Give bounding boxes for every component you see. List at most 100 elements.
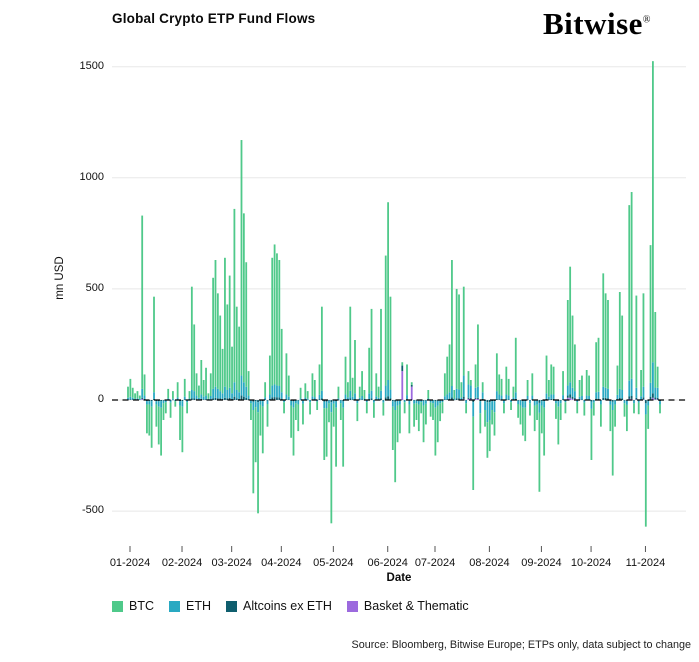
bar-segment-altcoins-ex-eth xyxy=(391,400,394,402)
bar-segment-btc xyxy=(155,404,158,427)
bar-segment-altcoins-ex-eth xyxy=(285,399,288,400)
bar-segment-altcoins-ex-eth xyxy=(446,399,449,400)
bar-segment-eth xyxy=(169,400,172,403)
bar-segment-eth xyxy=(649,382,652,397)
bar-segment-eth xyxy=(521,401,524,408)
legend-item: BTC xyxy=(112,599,154,613)
bar-segment-btc xyxy=(562,371,564,396)
bar-segment-btc xyxy=(238,326,241,393)
bar-segment-btc xyxy=(330,412,333,524)
bar-segment-basket-thematic xyxy=(566,397,569,400)
bar-segment-eth xyxy=(491,401,494,410)
bar-segment-eth xyxy=(297,400,300,405)
bar-segment-eth xyxy=(150,401,153,407)
bar-segment-eth xyxy=(462,375,465,397)
bar-segment-altcoins-ex-eth xyxy=(325,400,328,402)
bar-segment-altcoins-ex-eth xyxy=(451,397,453,400)
bar-segment-btc xyxy=(309,402,311,415)
bar-segment-altcoins-ex-eth xyxy=(649,396,652,400)
bar-segment-eth xyxy=(233,382,236,397)
bar-segment-btc xyxy=(439,403,442,422)
bar-segment-eth xyxy=(271,385,274,398)
bar-segment-basket-thematic xyxy=(467,398,470,400)
bar-segment-btc xyxy=(559,403,562,420)
bar-segment-btc xyxy=(446,356,449,395)
bar-segment-eth xyxy=(219,391,222,399)
bar-segment-eth xyxy=(540,401,543,406)
bar-segment-altcoins-ex-eth xyxy=(425,400,427,401)
bar-segment-eth xyxy=(576,400,579,403)
bar-segment-altcoins-ex-eth xyxy=(474,397,477,399)
bar-segment-eth xyxy=(531,395,534,400)
bar-segment-altcoins-ex-eth xyxy=(323,400,326,402)
bar-segment-btc xyxy=(588,375,590,396)
source-note: Source: Bloomberg, Bitwise Europe; ETPs … xyxy=(351,639,692,651)
bar-segment-btc xyxy=(521,407,524,436)
legend-label: BTC xyxy=(129,599,154,613)
bar-segment-altcoins-ex-eth xyxy=(538,400,541,403)
bar-segment-eth xyxy=(389,389,392,399)
bar-segment-btc xyxy=(186,402,189,414)
bar-segment-eth xyxy=(611,401,614,410)
x-tick-label: 10-2024 xyxy=(570,557,612,569)
bar-segment-btc xyxy=(626,404,628,432)
bar-segment-eth xyxy=(481,392,484,399)
bar-segment-eth xyxy=(616,394,619,400)
bar-segment-eth xyxy=(543,401,546,408)
bar-segment-btc xyxy=(507,378,510,396)
bar-segment-eth xyxy=(167,398,170,400)
bar-segment-altcoins-ex-eth xyxy=(235,398,238,400)
bar-segment-eth xyxy=(183,396,186,400)
bar-segment-btc xyxy=(129,378,132,397)
bar-segment-btc xyxy=(313,380,316,398)
bar-segment-btc xyxy=(377,386,380,398)
bar-segment-btc xyxy=(339,403,342,420)
bar-segment-eth xyxy=(382,400,385,403)
bar-segment-eth xyxy=(176,397,179,400)
bar-segment-eth xyxy=(179,401,181,406)
legend-swatch-icon xyxy=(346,600,358,612)
bar-segment-eth xyxy=(422,400,425,406)
bar-segment-altcoins-ex-eth xyxy=(214,397,217,400)
bar-segment-eth xyxy=(479,401,482,414)
bar-segment-altcoins-ex-eth xyxy=(498,399,501,400)
bar-segment-eth xyxy=(216,388,219,399)
bar-segment-btc xyxy=(285,353,288,395)
bar-segment-altcoins-ex-eth xyxy=(621,398,624,400)
bar-segment-eth xyxy=(477,386,479,398)
bar-segment-btc xyxy=(656,366,659,388)
bar-segment-btc xyxy=(654,312,657,388)
bar-segment-eth xyxy=(573,391,576,398)
bar-segment-btc xyxy=(250,403,252,420)
bar-segment-eth xyxy=(278,386,281,398)
bar-segment-btc xyxy=(434,407,437,456)
bar-segment-eth xyxy=(280,392,283,399)
bar-segment-btc xyxy=(403,402,406,414)
bar-segment-btc xyxy=(533,405,536,432)
bar-segment-btc xyxy=(531,373,534,396)
bar-segment-eth xyxy=(571,387,574,397)
bar-segment-btc xyxy=(607,300,609,389)
bar-segment-btc xyxy=(294,403,297,420)
bar-segment-btc xyxy=(583,402,586,416)
bar-segment-eth xyxy=(375,396,378,400)
bar-segment-eth xyxy=(155,401,158,405)
bar-segment-basket-thematic xyxy=(477,398,479,400)
bar-segment-altcoins-ex-eth xyxy=(380,398,382,400)
bar-segment-btc xyxy=(276,253,278,386)
bar-segment-btc xyxy=(491,410,494,425)
bar-segment-btc xyxy=(169,402,172,418)
bar-segment-eth xyxy=(659,401,661,405)
x-tick-label: 05-2024 xyxy=(313,557,354,569)
bar-segment-altcoins-ex-eth xyxy=(507,399,510,400)
bar-segment-eth xyxy=(273,384,276,398)
bar-segment-eth xyxy=(368,393,371,400)
bar-segment-altcoins-ex-eth xyxy=(320,398,323,400)
bar-segment-eth xyxy=(264,397,267,400)
bar-segment-eth xyxy=(538,402,541,413)
bar-segment-eth xyxy=(228,387,231,398)
bar-segment-eth xyxy=(557,401,560,407)
bar-segment-altcoins-ex-eth xyxy=(611,400,614,402)
bar-segment-altcoins-ex-eth xyxy=(183,399,186,400)
